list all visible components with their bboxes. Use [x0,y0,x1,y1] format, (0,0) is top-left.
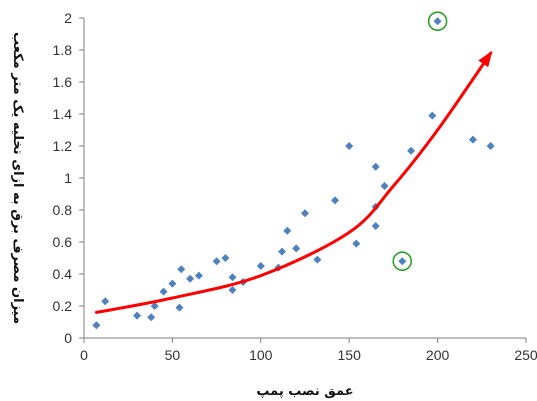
x-tick-label: 150 [338,347,362,363]
data-point [331,196,340,205]
y-tick-label: 0.8 [53,202,73,218]
data-point [168,279,177,288]
data-point [486,142,495,150]
data-point [371,162,380,171]
data-points [92,17,495,330]
data-point [133,311,142,320]
y-axis: 0 0.2 0.4 0.6 0.8 1 1.2 1.4 1.6 1.8 2 [53,10,85,346]
y-tick-label: 0.2 [53,298,73,314]
data-point [292,244,301,253]
data-point [101,297,110,306]
data-point [186,274,195,283]
data-point [147,313,156,322]
data-point [159,287,168,296]
data-point [380,182,389,190]
x-axis-title: عمق نصب پمپ [256,384,353,399]
data-point [398,257,407,266]
data-point [228,286,237,294]
x-tick-label: 0 [80,347,88,363]
data-point [212,257,221,266]
y-axis-title: میزان مصرف برق به ازای تخلیه یک متر مکعب [10,32,25,324]
trendline-group [94,50,493,314]
data-point [468,135,477,144]
y-tick-label: 1.8 [53,42,73,58]
data-point [433,17,442,26]
data-point [278,247,287,256]
y-tick-label: 1.2 [53,138,73,154]
data-point [345,142,354,150]
y-tick-label: 0.6 [53,234,73,250]
x-tick-label: 200 [426,347,450,363]
data-point [301,209,309,218]
x-tick-label: 50 [165,347,181,363]
y-tick-label: 0.4 [53,266,73,282]
data-point [407,146,416,155]
trend-arrowhead [478,50,493,68]
data-point [283,226,292,235]
data-point [150,302,159,310]
data-point [313,255,322,264]
highlight-circles [392,11,448,272]
x-tick-label: 100 [249,347,273,363]
y-tick-label: 2 [64,10,72,26]
highlight-circle [392,251,413,272]
data-point [428,111,437,120]
y-tick-label: 1.4 [53,106,73,122]
highlight-circle [427,11,448,32]
data-point [194,271,203,280]
y-tick-group: 0 0.2 0.4 0.6 0.8 1 1.2 1.4 1.6 1.8 2 [53,10,84,346]
x-tick-group: 0 50 100 150 200 250 [80,338,537,363]
data-point [92,321,101,330]
data-point [352,239,361,248]
data-point [221,254,230,262]
trendline [94,51,493,314]
x-tick-label: 250 [514,347,537,363]
y-tick-label: 1.6 [53,74,73,90]
x-axis: 0 50 100 150 200 250 [80,337,537,363]
data-point [175,303,184,312]
data-point [256,262,265,270]
data-point [177,265,186,274]
y-tick-label: 0 [64,330,72,346]
data-point [228,273,237,282]
y-tick-label: 1 [64,170,72,186]
data-point [371,222,380,230]
